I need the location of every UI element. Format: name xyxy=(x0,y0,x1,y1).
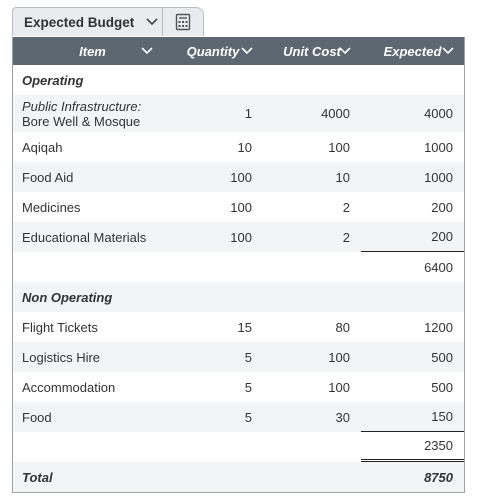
section-title: Non Operating xyxy=(22,289,113,305)
quantity-cell: 100 xyxy=(230,229,252,245)
item-row: Accommodation 5 100 500 xyxy=(13,372,464,402)
quantity-cell: 15 xyxy=(237,319,252,335)
quantity-cell: 10 xyxy=(237,139,252,155)
item-name: Bore Well & Mosque xyxy=(22,113,141,129)
subtotal-cell: 2350 xyxy=(361,432,464,462)
quantity-cell: 100 xyxy=(230,199,252,215)
item-cell: Public Infrastructure: Bore Well & Mosque xyxy=(13,95,163,132)
section-row: Non Operating xyxy=(13,282,464,312)
item-cell: Food xyxy=(13,402,163,432)
expected-cell: 4000 xyxy=(424,106,453,121)
column-header[interactable]: Unit Cost xyxy=(263,37,361,65)
empty-cell xyxy=(263,432,361,462)
unit-cost-cell: 4000 xyxy=(321,106,350,121)
empty-cell xyxy=(13,252,163,282)
section-title: Operating xyxy=(22,72,84,88)
expected-cell: 500 xyxy=(431,379,453,395)
total-row: Total 8750 xyxy=(13,462,464,492)
calculator-icon xyxy=(175,13,191,31)
unit-cost-cell: 30 xyxy=(335,409,350,425)
quantity-cell: 5 xyxy=(244,349,252,365)
item-name: Accommodation xyxy=(22,379,116,395)
tab-bar: Expected Budget xyxy=(12,7,204,37)
header-row: Item Quantity Unit Cost Expected xyxy=(13,37,464,65)
sort-chevron xyxy=(339,47,351,55)
empty-cell xyxy=(163,252,263,282)
expected-cell: 1000 xyxy=(424,139,453,155)
total-value: 8750 xyxy=(424,469,453,485)
subtotal-cell: 6400 xyxy=(424,259,453,275)
subtotal-row: 2350 xyxy=(13,432,464,462)
item-name: Flight Tickets xyxy=(22,319,98,335)
column-title: Quantity xyxy=(186,43,240,59)
expected-cell: 200 xyxy=(361,222,464,252)
item-row: Educational Materials 100 2 200 xyxy=(13,222,464,252)
item-cell: Accommodation xyxy=(13,372,163,402)
sort-chevron xyxy=(241,47,253,55)
column-title: Expected xyxy=(383,43,442,59)
unit-cost-cell: 100 xyxy=(328,379,350,395)
chevron xyxy=(146,18,158,26)
item-row: Flight Tickets 15 80 1200 xyxy=(13,312,464,342)
item-cell: Medicines xyxy=(13,192,163,222)
expected-cell: 1000 xyxy=(424,169,453,185)
item-name: Food Aid xyxy=(22,169,74,185)
sort-chevron xyxy=(141,47,153,55)
item-row: Aqiqah 10 100 1000 xyxy=(13,132,464,162)
section-row: Operating xyxy=(13,65,464,95)
item-row: Medicines 100 2 200 xyxy=(13,192,464,222)
unit-cost-cell: 100 xyxy=(328,139,350,155)
unit-cost-cell: 2 xyxy=(342,199,350,215)
item-row: Logistics Hire 5 100 500 xyxy=(13,342,464,372)
item-cell: Logistics Hire xyxy=(13,342,163,372)
budget-tab[interactable]: Expected Budget xyxy=(12,7,163,36)
budget-table: Item Quantity Unit Cost Expected Operating Pu… xyxy=(12,37,465,493)
item-cell: Flight Tickets xyxy=(13,312,163,342)
column-title: Unit Cost xyxy=(283,43,341,59)
column-header[interactable]: Quantity xyxy=(163,37,263,65)
quantity-cell: 100 xyxy=(230,169,252,185)
tab-title: Expected Budget xyxy=(24,14,135,30)
empty-cell xyxy=(163,432,263,462)
expected-cell: 500 xyxy=(431,349,453,365)
empty-cell xyxy=(263,252,361,282)
item-name: Logistics Hire xyxy=(22,349,101,365)
item-cell: Aqiqah xyxy=(13,132,163,162)
total-label: Total xyxy=(22,469,53,485)
item-name: Aqiqah xyxy=(22,139,63,155)
item-cell: Food Aid xyxy=(13,162,163,192)
column-header[interactable]: Expected xyxy=(361,37,464,65)
calculator-tab[interactable] xyxy=(163,7,204,36)
item-row: Food Aid 100 10 1000 xyxy=(13,162,464,192)
item-row: Food 5 30 150 xyxy=(13,402,464,432)
quantity-cell: 1 xyxy=(244,106,252,121)
item-name: Food xyxy=(22,409,52,425)
unit-cost-cell: 10 xyxy=(335,169,350,185)
expected-cell: 1200 xyxy=(424,319,453,335)
sort-chevron xyxy=(442,47,454,55)
unit-cost-cell: 100 xyxy=(328,349,350,365)
quantity-cell: 5 xyxy=(244,379,252,395)
column-title: Item xyxy=(79,43,106,59)
unit-cost-cell: 80 xyxy=(335,319,350,335)
expected-cell: 200 xyxy=(431,199,453,215)
subtotal-row: 6400 xyxy=(13,252,464,282)
expected-cell: 150 xyxy=(361,402,464,432)
empty-cell xyxy=(13,432,163,462)
column-header[interactable]: Item xyxy=(13,37,163,65)
empty-cell xyxy=(263,462,361,492)
item-category: Public Infrastructure: xyxy=(22,98,142,114)
item-cell: Educational Materials xyxy=(13,222,163,252)
item-name: Educational Materials xyxy=(22,229,147,245)
item-row: Public Infrastructure: Bore Well & Mosque… xyxy=(13,95,464,132)
empty-cell xyxy=(163,462,263,492)
item-name: Medicines xyxy=(22,199,81,215)
unit-cost-cell: 2 xyxy=(342,229,350,245)
quantity-cell: 5 xyxy=(244,409,252,425)
